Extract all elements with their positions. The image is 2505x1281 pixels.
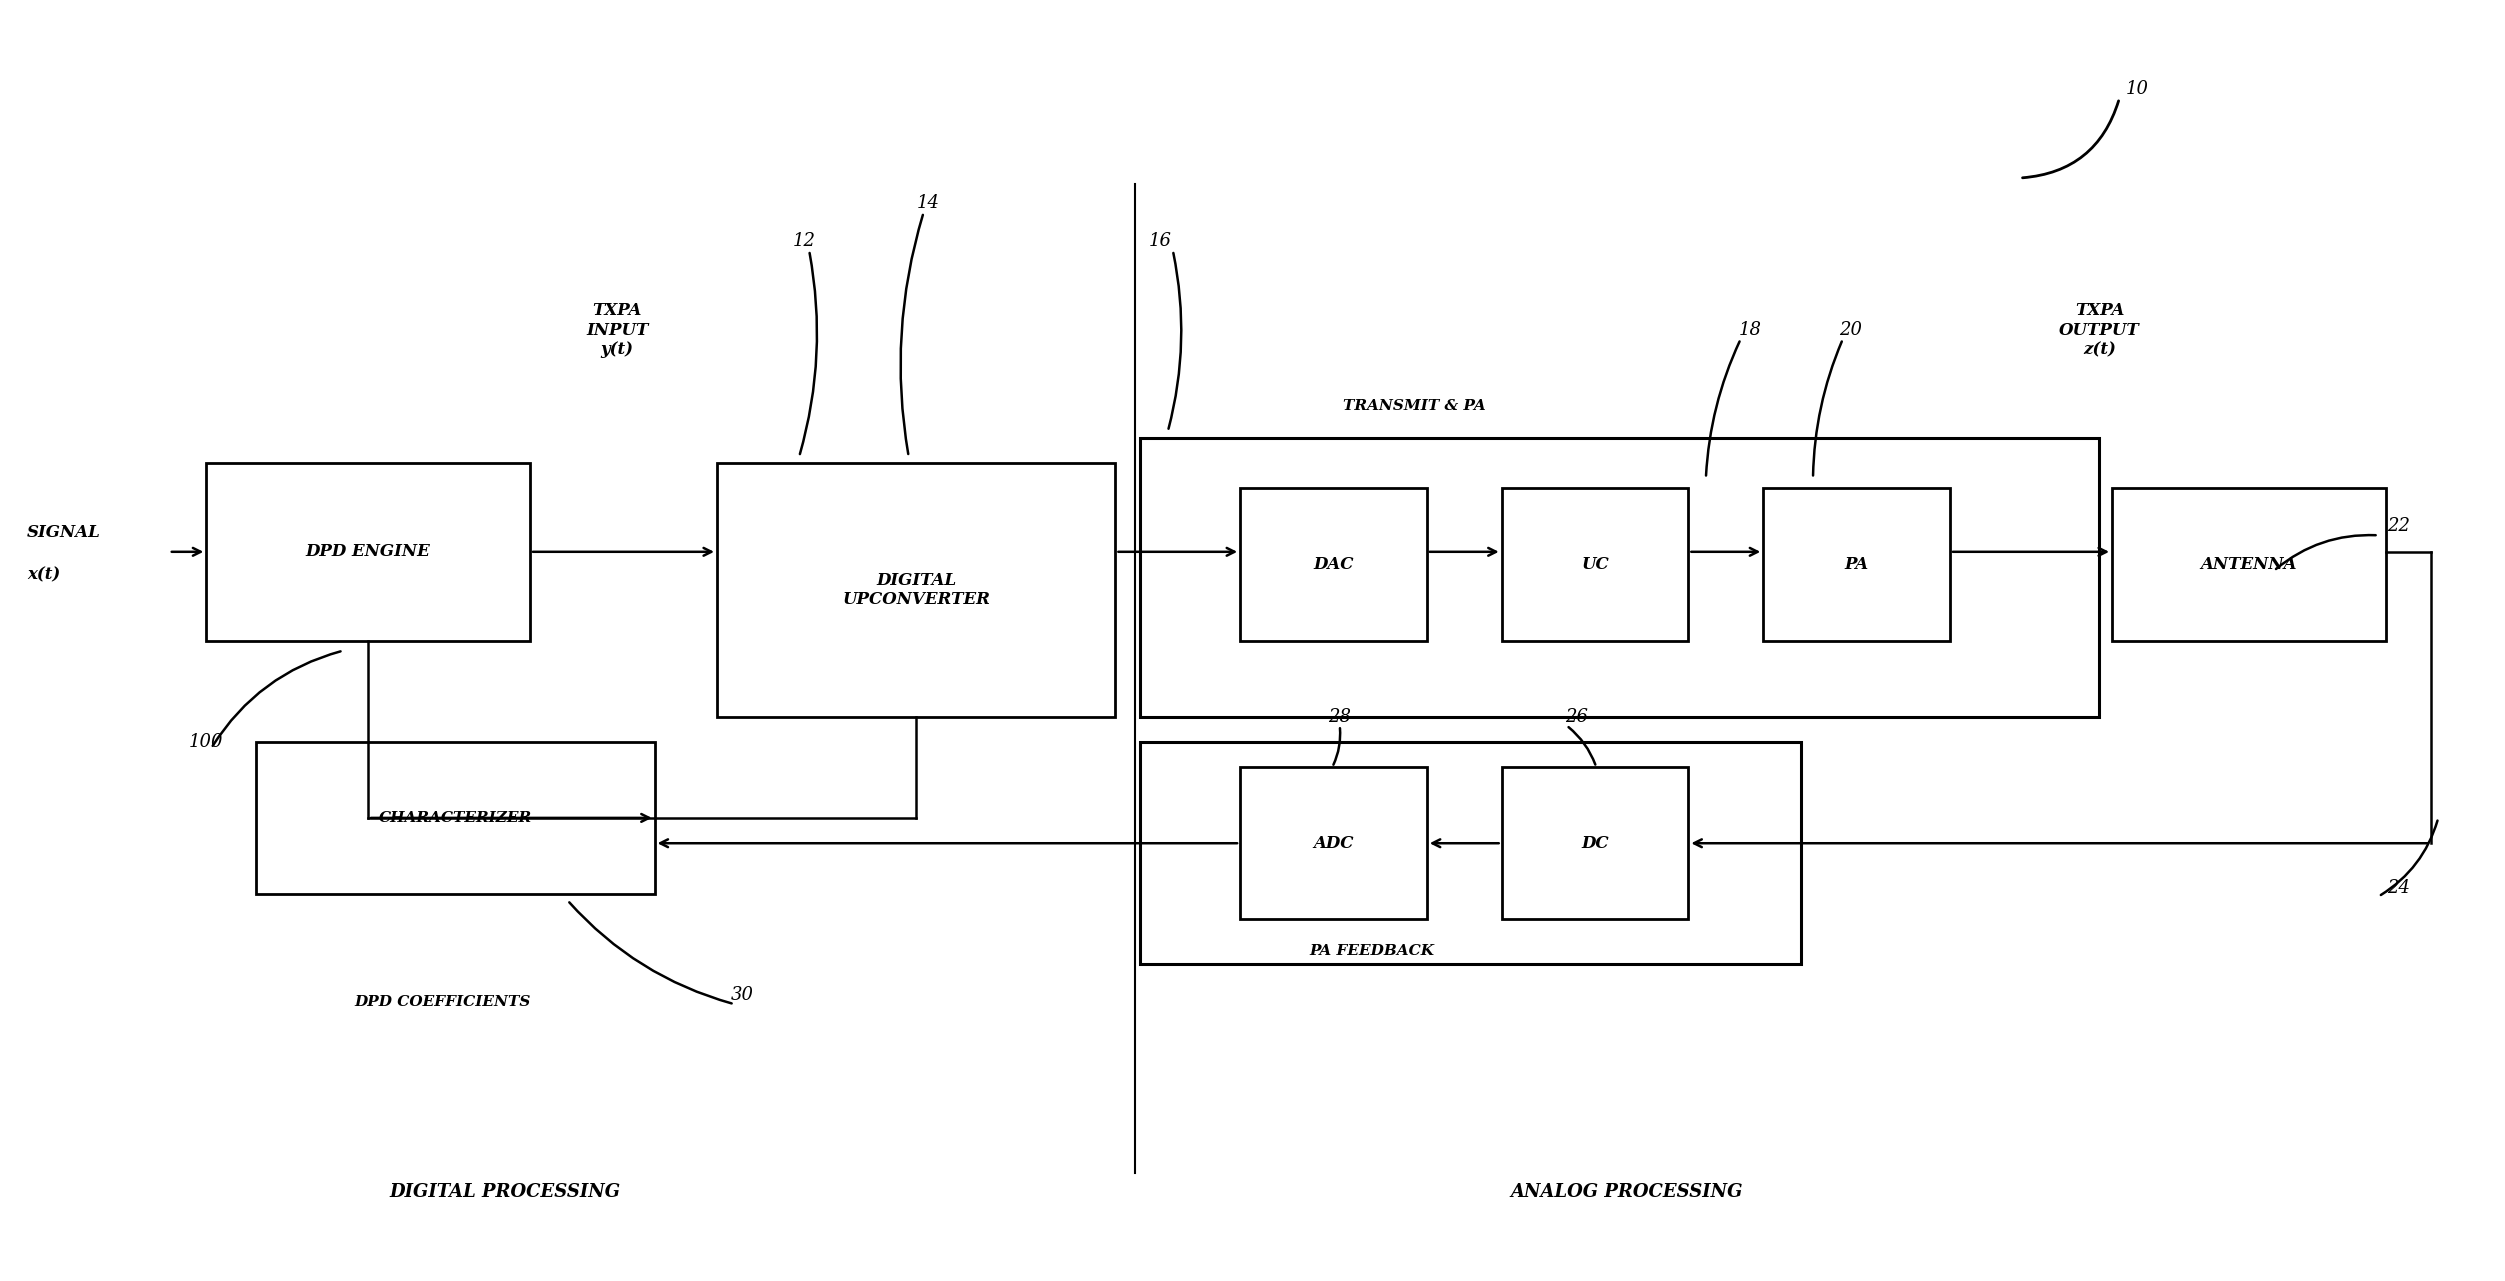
Text: 16: 16: [1150, 232, 1172, 250]
Text: 20: 20: [1839, 322, 1861, 339]
FancyBboxPatch shape: [2112, 488, 2385, 640]
Text: 18: 18: [1738, 322, 1761, 339]
Text: DAC: DAC: [1313, 556, 1353, 573]
Text: UC: UC: [1581, 556, 1608, 573]
Text: ANTENNA: ANTENNA: [2202, 556, 2297, 573]
FancyBboxPatch shape: [716, 464, 1115, 716]
Text: CHARACTERIZER: CHARACTERIZER: [378, 811, 531, 825]
Text: TXPA
OUTPUT
z(t): TXPA OUTPUT z(t): [2059, 302, 2139, 359]
FancyBboxPatch shape: [1764, 488, 1949, 640]
Text: PA FEEDBACK: PA FEEDBACK: [1310, 944, 1435, 958]
Text: 100: 100: [188, 733, 223, 751]
Text: SIGNAL: SIGNAL: [28, 524, 100, 542]
Text: 28: 28: [1328, 707, 1350, 725]
Text: DC: DC: [1581, 835, 1608, 852]
FancyBboxPatch shape: [1500, 767, 1688, 920]
FancyBboxPatch shape: [1240, 488, 1428, 640]
Text: 30: 30: [731, 986, 754, 1004]
Text: TXPA
INPUT
y(t): TXPA INPUT y(t): [586, 302, 649, 359]
Text: 26: 26: [1566, 707, 1588, 725]
FancyBboxPatch shape: [1500, 488, 1688, 640]
Text: DPD COEFFICIENTS: DPD COEFFICIENTS: [356, 994, 531, 1008]
FancyBboxPatch shape: [256, 742, 654, 894]
Text: x(t): x(t): [28, 566, 60, 583]
Text: 14: 14: [917, 195, 939, 213]
Text: TRANSMIT & PA: TRANSMIT & PA: [1343, 400, 1485, 412]
Text: ADC: ADC: [1313, 835, 1353, 852]
Text: 22: 22: [2387, 518, 2410, 535]
Text: DPD ENGINE: DPD ENGINE: [306, 543, 431, 560]
FancyBboxPatch shape: [1240, 767, 1428, 920]
Text: 12: 12: [792, 232, 817, 250]
Text: PA: PA: [1844, 556, 1869, 573]
Text: ANALOG PROCESSING: ANALOG PROCESSING: [1511, 1182, 1743, 1200]
Text: 24: 24: [2387, 879, 2410, 897]
Text: 10: 10: [2124, 81, 2149, 99]
Text: DIGITAL PROCESSING: DIGITAL PROCESSING: [391, 1182, 621, 1200]
Text: DIGITAL
UPCONVERTER: DIGITAL UPCONVERTER: [842, 571, 989, 608]
FancyBboxPatch shape: [205, 464, 531, 640]
